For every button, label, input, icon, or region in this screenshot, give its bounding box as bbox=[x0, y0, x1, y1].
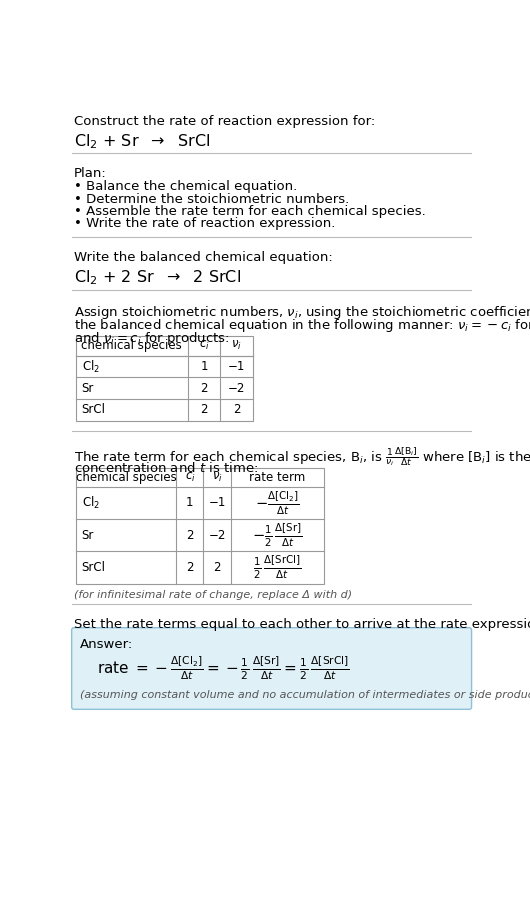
Text: SrCl: SrCl bbox=[82, 561, 106, 574]
Text: (assuming constant volume and no accumulation of intermediates or side products): (assuming constant volume and no accumul… bbox=[80, 690, 530, 700]
Text: Plan:: Plan: bbox=[74, 168, 107, 180]
Text: 2: 2 bbox=[186, 529, 193, 542]
Text: 2: 2 bbox=[233, 403, 241, 416]
Text: (for infinitesimal rate of change, replace Δ with d): (for infinitesimal rate of change, repla… bbox=[74, 590, 352, 600]
Text: 2: 2 bbox=[200, 381, 208, 395]
Text: −2: −2 bbox=[228, 381, 245, 395]
Text: 1: 1 bbox=[200, 361, 208, 373]
Bar bbox=[76, 468, 323, 583]
Text: $\frac{1}{2}\,\frac{\Delta[\mathrm{SrCl}]}{\Delta t}$: $\frac{1}{2}\,\frac{\Delta[\mathrm{SrCl}… bbox=[253, 554, 301, 582]
Text: Write the balanced chemical equation:: Write the balanced chemical equation: bbox=[74, 251, 333, 265]
Text: rate term: rate term bbox=[249, 471, 305, 484]
Text: 2: 2 bbox=[200, 403, 208, 416]
Text: −1: −1 bbox=[208, 496, 226, 509]
Text: and $\nu_i = c_i$ for products:: and $\nu_i = c_i$ for products: bbox=[74, 330, 229, 347]
Text: −1: −1 bbox=[228, 361, 245, 373]
Text: $c_i$: $c_i$ bbox=[199, 340, 209, 352]
Bar bbox=[76, 336, 253, 420]
Text: the balanced chemical equation in the following manner: $\nu_i = -c_i$ for react: the balanced chemical equation in the fo… bbox=[74, 316, 530, 333]
Text: Construct the rate of reaction expression for:: Construct the rate of reaction expressio… bbox=[74, 115, 375, 128]
Text: Cl$_2$ + 2 Sr  $\rightarrow$  2 SrCl: Cl$_2$ + 2 Sr $\rightarrow$ 2 SrCl bbox=[74, 268, 241, 287]
Text: $\nu_i$: $\nu_i$ bbox=[231, 340, 242, 352]
Text: Assign stoichiometric numbers, $\nu_i$, using the stoichiometric coefficients, $: Assign stoichiometric numbers, $\nu_i$, … bbox=[74, 304, 530, 321]
Text: $-\frac{\Delta[\mathrm{Cl}_2]}{\Delta t}$: $-\frac{\Delta[\mathrm{Cl}_2]}{\Delta t}… bbox=[255, 489, 299, 516]
Text: Set the rate terms equal to each other to arrive at the rate expression:: Set the rate terms equal to each other t… bbox=[74, 618, 530, 631]
Text: chemical species: chemical species bbox=[82, 340, 182, 352]
FancyBboxPatch shape bbox=[72, 628, 472, 709]
Text: • Assemble the rate term for each chemical species.: • Assemble the rate term for each chemic… bbox=[74, 205, 426, 218]
Text: chemical species: chemical species bbox=[76, 471, 176, 484]
Text: concentration and $t$ is time:: concentration and $t$ is time: bbox=[74, 460, 258, 475]
Text: Cl$_2$ + Sr  $\rightarrow$  SrCl: Cl$_2$ + Sr $\rightarrow$ SrCl bbox=[74, 131, 210, 150]
Text: SrCl: SrCl bbox=[82, 403, 106, 416]
Text: rate $= -\frac{\Delta[\mathrm{Cl}_2]}{\Delta t} = -\frac{1}{2}\,\frac{\Delta[\ma: rate $= -\frac{\Delta[\mathrm{Cl}_2]}{\D… bbox=[97, 655, 350, 682]
Text: Sr: Sr bbox=[82, 529, 94, 542]
Text: $-\frac{1}{2}\,\frac{\Delta[\mathrm{Sr}]}{\Delta t}$: $-\frac{1}{2}\,\frac{\Delta[\mathrm{Sr}]… bbox=[252, 522, 303, 549]
Text: 2: 2 bbox=[213, 561, 220, 574]
Text: −2: −2 bbox=[208, 529, 226, 542]
Text: Cl$_2$: Cl$_2$ bbox=[82, 495, 100, 511]
Text: 2: 2 bbox=[186, 561, 193, 574]
Text: $\nu_i$: $\nu_i$ bbox=[211, 471, 223, 484]
Text: $c_i$: $c_i$ bbox=[184, 471, 195, 484]
Text: 1: 1 bbox=[186, 496, 193, 509]
Text: The rate term for each chemical species, B$_i$, is $\frac{1}{\nu_i}\frac{\Delta[: The rate term for each chemical species,… bbox=[74, 445, 530, 468]
Text: • Balance the chemical equation.: • Balance the chemical equation. bbox=[74, 180, 297, 193]
Text: Cl$_2$: Cl$_2$ bbox=[82, 359, 100, 375]
Text: • Write the rate of reaction expression.: • Write the rate of reaction expression. bbox=[74, 217, 335, 230]
Text: Sr: Sr bbox=[82, 381, 94, 395]
Text: • Determine the stoichiometric numbers.: • Determine the stoichiometric numbers. bbox=[74, 193, 349, 206]
Text: Answer:: Answer: bbox=[80, 638, 134, 651]
